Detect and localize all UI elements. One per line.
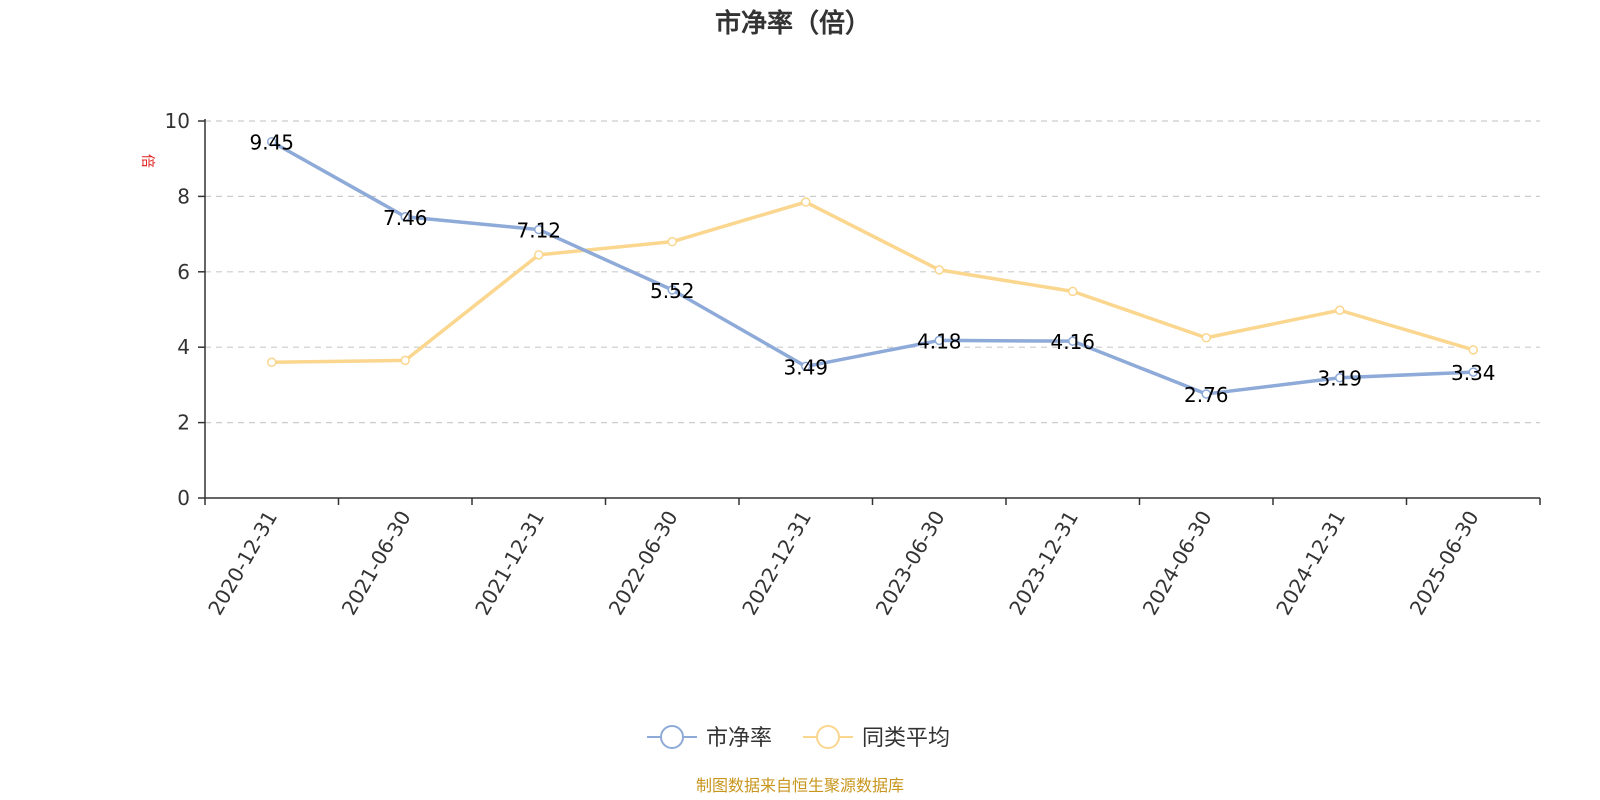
data-point <box>934 335 944 346</box>
y-tick-label: 6 <box>177 260 190 284</box>
x-tick-label: 2024-12-31 <box>1271 507 1350 620</box>
data-point <box>400 212 410 222</box>
data-label: 3.34 <box>1451 361 1496 385</box>
data-point <box>1468 345 1478 355</box>
y-tick-label: 8 <box>177 184 190 208</box>
y-tick-label: 0 <box>177 486 190 510</box>
data-point <box>1068 336 1078 346</box>
data-point <box>1468 367 1478 377</box>
data-point <box>1201 333 1211 343</box>
x-tick-label: 2021-06-30 <box>337 507 416 620</box>
legend-item[interactable]: 市净率 <box>647 725 772 751</box>
data-label: 3.49 <box>783 355 828 379</box>
data-labels: 9.45 7.46 7.12 5.52 3.49 4.18 4.16 2.76 3.19 3.34 <box>249 131 1495 407</box>
data-point <box>267 357 277 368</box>
y-tick-label: 4 <box>177 335 190 359</box>
chart-title: 市净率（倍） <box>715 8 871 39</box>
data-point <box>400 355 410 366</box>
data-point <box>1201 389 1211 399</box>
y-tick-label: 10 <box>165 109 190 133</box>
source-note: 制图数据来自恒生聚源数据库 <box>696 776 904 795</box>
x-tick-label: 2022-12-31 <box>737 507 816 620</box>
series-line <box>270 139 1475 396</box>
series-line <box>270 200 1475 365</box>
data-label: 4.16 <box>1050 330 1095 354</box>
legend-marker-icon <box>816 725 840 749</box>
data-point <box>801 361 811 372</box>
x-tick-label: 2020-12-31 <box>203 507 282 620</box>
data-label: 5.52 <box>650 279 695 303</box>
y-tick-label: 2 <box>177 411 190 435</box>
data-label: 9.45 <box>249 131 294 155</box>
series <box>267 136 1478 399</box>
data-point <box>534 224 544 235</box>
legend[interactable]: 市净率 同类平均 <box>647 725 950 751</box>
data-label: 2.76 <box>1184 383 1229 407</box>
data-label: 7.12 <box>516 219 561 243</box>
data-point <box>1335 372 1345 383</box>
y-axis-unit: 倍 <box>139 154 155 168</box>
data-point <box>534 250 544 260</box>
data-point <box>267 136 277 147</box>
legend-item[interactable]: 同类平均 <box>803 725 950 751</box>
grid-lines <box>205 120 1540 424</box>
legend-marker-icon <box>660 725 684 749</box>
legend-label: 同类平均 <box>862 726 950 751</box>
x-tick-label: 2025-06-30 <box>1405 507 1484 620</box>
data-label: 4.18 <box>917 329 962 353</box>
data-point <box>1335 305 1345 316</box>
x-tick-label: 2024-06-30 <box>1138 507 1217 620</box>
data-point <box>934 265 944 275</box>
data-point <box>1068 286 1078 297</box>
x-tick-label: 2021-12-31 <box>470 507 549 620</box>
legend-label: 市净率 <box>706 726 772 751</box>
axes: 0 2 4 6 8 10 2020-12-31 2021-06-30 2021-12-31 202… <box>165 109 1541 620</box>
data-point <box>667 285 677 295</box>
x-tick-label: 2023-12-31 <box>1004 507 1083 620</box>
data-point <box>667 236 677 247</box>
x-tick-label: 2022-06-30 <box>604 507 683 620</box>
x-tick-label: 2023-06-30 <box>871 507 950 620</box>
data-point <box>801 197 811 207</box>
data-label: 3.19 <box>1317 367 1362 391</box>
data-label: 7.46 <box>383 206 428 230</box>
